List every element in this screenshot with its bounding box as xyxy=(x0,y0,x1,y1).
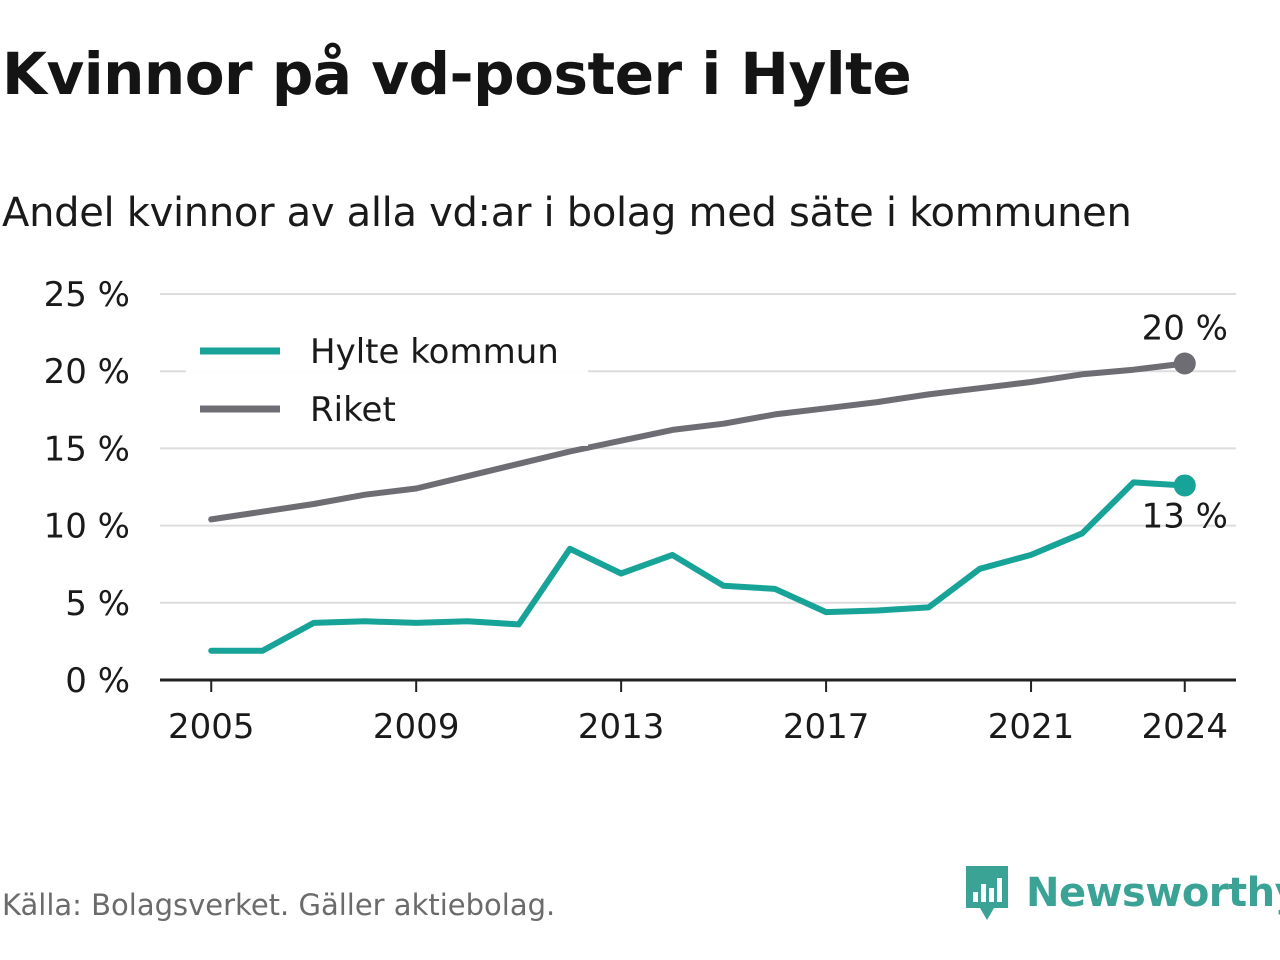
x-tick-label: 2021 xyxy=(988,707,1075,747)
y-tick-label: 5 % xyxy=(65,584,130,624)
legend-background xyxy=(186,322,588,446)
end-label-riket: 20 % xyxy=(1142,308,1228,348)
end-point-hylte xyxy=(1173,474,1196,497)
source-note: Källa: Bolagsverket. Gäller aktiebolag. xyxy=(2,888,556,922)
legend-label: Hylte kommun xyxy=(310,332,559,372)
y-tick-label: 0 % xyxy=(65,661,130,701)
x-tick-label: 2017 xyxy=(783,707,870,747)
chart-subtitle: Andel kvinnor av alla vd:ar i bolag med … xyxy=(2,190,1132,236)
y-tick-label: 25 % xyxy=(44,275,130,315)
legend: Hylte kommun Riket xyxy=(186,322,588,446)
brand-logo: Newsworthy xyxy=(962,862,1280,924)
brand-name: Newsworthy xyxy=(1026,870,1280,916)
series-line-riket xyxy=(208,360,1188,523)
series-line-hylte xyxy=(208,479,1188,654)
y-tick-label: 10 % xyxy=(44,507,130,547)
chart-title: Kvinnor på vd-poster i Hylte xyxy=(2,40,912,108)
end-label-hylte: 13 % xyxy=(1142,496,1228,536)
legend-label: Riket xyxy=(310,390,396,430)
x-tick-label: 2013 xyxy=(578,707,665,747)
newsworthy-logo-icon xyxy=(966,866,1008,920)
y-tick-label: 15 % xyxy=(44,429,130,469)
end-labels: 20 % 13 % xyxy=(1142,308,1228,536)
y-tick-label: 20 % xyxy=(44,352,130,392)
series xyxy=(208,352,1196,654)
end-point-riket xyxy=(1173,352,1196,375)
x-tick-label: 2005 xyxy=(168,707,255,747)
x-tick-label: 2024 xyxy=(1141,707,1228,747)
axes: 0 % 5 % 10 % 15 % 20 % 25 % 2005 2009 2013 2017 20… xyxy=(44,275,1236,747)
x-tick-label: 2009 xyxy=(373,707,460,747)
